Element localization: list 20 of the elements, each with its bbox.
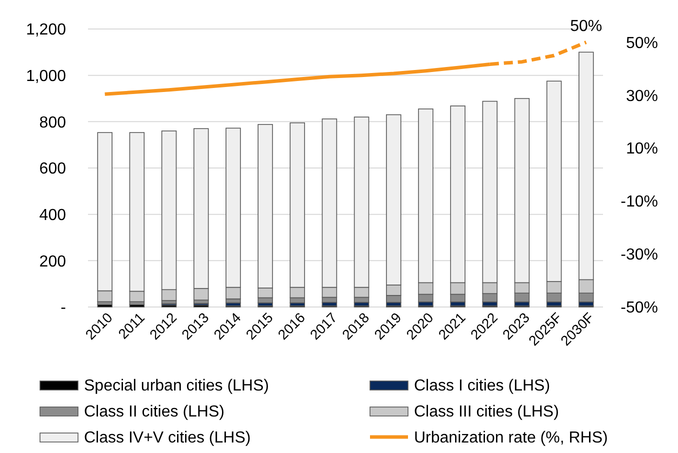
y2-tick-label: 30% (626, 88, 658, 105)
y2-tick-label: 10% (626, 140, 658, 158)
y-tick-label: 200 (39, 253, 66, 270)
y-tick-label: 800 (39, 114, 66, 132)
y-tick-label: 1,200 (26, 22, 66, 39)
y-tick-label: 400 (39, 206, 66, 224)
legend-label: Class I cities (LHS) (414, 378, 550, 395)
y-tick-label: 600 (39, 160, 66, 178)
y2-tick-label: -10% (620, 194, 658, 211)
y2-tick-label: -50% (620, 300, 658, 317)
y2-tick-label: 50% (626, 34, 658, 52)
y-tick-label: 1,000 (26, 68, 66, 85)
legend-label: Class IV+V cities (LHS) (84, 430, 251, 447)
legend-label: Class II cities (LHS) (84, 404, 224, 421)
annotation: 50% (570, 18, 602, 35)
legend-label: Special urban cities (LHS) (84, 378, 269, 395)
legend-label: Class III cities (LHS) (414, 404, 559, 421)
y2-tick-label: -30% (620, 246, 658, 264)
legend-label: Urbanization rate (%, RHS) (414, 430, 608, 447)
y-tick-label: - (60, 300, 66, 317)
